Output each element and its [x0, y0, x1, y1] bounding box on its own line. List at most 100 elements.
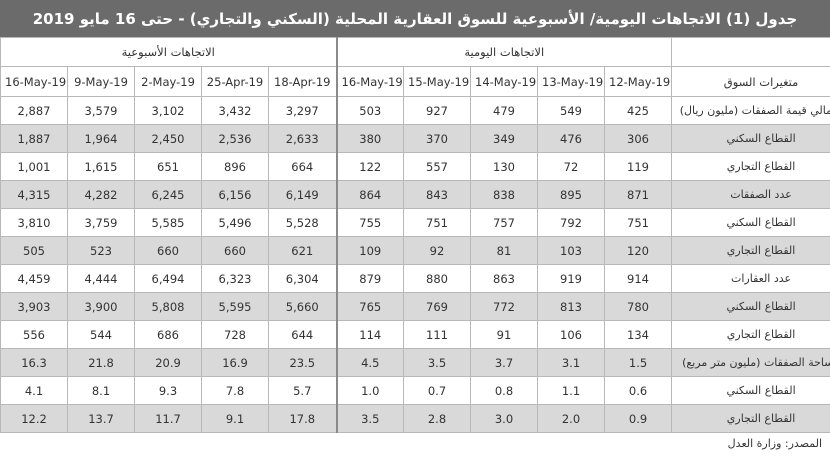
daily-value-cell: 349 [470, 124, 538, 153]
daily-value-cell: 914 [603, 264, 673, 293]
weekly-value-cell: 651 [134, 152, 202, 181]
daily-value-cell: 813 [537, 292, 605, 321]
daily-value-cell: 130 [470, 152, 538, 181]
weekly-value-cell: 660 [201, 236, 269, 265]
daily-value-cell: 3.0 [470, 404, 538, 433]
daily-value-cell: 757 [470, 208, 538, 237]
table-body: 2,887 3,579 3,102 3,432 3,297 503 927 479 549 425… [0, 96, 830, 433]
daily-value-cell: 479 [470, 96, 538, 125]
daily-value-cell: 772 [470, 292, 538, 321]
table-row: 4,315 4,282 6,245 6,156 6,149 864 843 838 895 871… [0, 180, 830, 209]
weekly-value-cell: 3,432 [201, 96, 269, 125]
weekly-value-cell: 9.1 [201, 404, 269, 433]
weekly-value-cell: 6,304 [268, 264, 337, 293]
weekly-value-cell: 3,810 [0, 208, 68, 237]
daily-date-header: 16-May-19 [335, 66, 404, 97]
daily-value-cell: 843 [403, 180, 471, 209]
daily-date-header: 13-May-19 [537, 66, 605, 97]
table-row: 4,459 4,444 6,494 6,323 6,304 879 880 863 919 914… [0, 264, 830, 293]
weekly-date-header: 9-May-19 [67, 66, 135, 97]
row-label: القطاع السكني [671, 124, 830, 153]
weekly-date-header: 25-Apr-19 [201, 66, 269, 97]
weekly-value-cell: 8.1 [67, 376, 135, 405]
date-header-row: 16-May-19 9-May-19 2-May-19 25-Apr-19 18… [0, 66, 830, 97]
row-label: القطاع التجاري [671, 404, 830, 433]
weekly-value-cell: 20.9 [134, 348, 202, 377]
weekly-value-cell: 23.5 [268, 348, 337, 377]
weekly-value-cell: 9.3 [134, 376, 202, 405]
row-label: عدد العقارات [671, 264, 830, 293]
row-label: القطاع السكني [671, 208, 830, 237]
label-column-header: متغيرات السوق [671, 66, 830, 97]
daily-value-cell: 119 [603, 152, 673, 181]
weekly-value-cell: 6,156 [201, 180, 269, 209]
weekly-value-cell: 5,528 [268, 208, 337, 237]
daily-value-cell: 3.7 [470, 348, 538, 377]
daily-date-header: 15-May-19 [403, 66, 471, 97]
daily-value-cell: 120 [603, 236, 673, 265]
daily-value-cell: 1.0 [335, 376, 404, 405]
daily-value-cell: 103 [537, 236, 605, 265]
daily-value-cell: 751 [603, 208, 673, 237]
daily-date-header: 12-May-19 [603, 66, 673, 97]
daily-value-cell: 4.5 [335, 348, 404, 377]
weekly-value-cell: 4,459 [0, 264, 68, 293]
weekly-value-cell: 4.1 [0, 376, 68, 405]
row-label: إجمالي قيمة الصفقات (مليون ريال) [671, 96, 830, 125]
row-label: عدد الصفقات [671, 180, 830, 209]
market-trends-table: الاتجاهات الأسبوعية الاتجاهات اليومية 16… [0, 37, 830, 433]
daily-value-cell: 838 [470, 180, 538, 209]
table-row: 4.1 8.1 9.3 7.8 5.7 1.0 0.7 0.8 1.1 0.6 القطاع الس… [0, 376, 830, 405]
weekly-value-cell: 4,315 [0, 180, 68, 209]
row-label: القطاع التجاري [671, 236, 830, 265]
row-label: القطاع التجاري [671, 320, 830, 349]
weekly-value-cell: 544 [67, 320, 135, 349]
table-row: 16.3 21.8 20.9 16.9 23.5 4.5 3.5 3.7 3.1 1.5 مساحة… [0, 348, 830, 377]
daily-value-cell: 114 [335, 320, 404, 349]
empty-corner-cell [671, 37, 830, 67]
weekly-value-cell: 728 [201, 320, 269, 349]
weekly-value-cell: 12.2 [0, 404, 68, 433]
daily-value-cell: 895 [537, 180, 605, 209]
daily-value-cell: 1.1 [537, 376, 605, 405]
daily-value-cell: 3.5 [335, 404, 404, 433]
weekly-value-cell: 5,808 [134, 292, 202, 321]
daily-value-cell: 81 [470, 236, 538, 265]
weekly-value-cell: 17.8 [268, 404, 337, 433]
row-label: القطاع السكني [671, 376, 830, 405]
weekly-value-cell: 3,759 [67, 208, 135, 237]
weekly-value-cell: 7.8 [201, 376, 269, 405]
daily-value-cell: 0.8 [470, 376, 538, 405]
daily-value-cell: 111 [403, 320, 471, 349]
weekly-value-cell: 2,633 [268, 124, 337, 153]
weekly-value-cell: 3,900 [67, 292, 135, 321]
weekly-value-cell: 21.8 [67, 348, 135, 377]
row-label: مساحة الصفقات (مليون متر مربع) [671, 348, 830, 377]
daily-value-cell: 755 [335, 208, 404, 237]
daily-value-cell: 557 [403, 152, 471, 181]
daily-value-cell: 109 [335, 236, 404, 265]
daily-value-cell: 1.5 [603, 348, 673, 377]
weekly-value-cell: 5.7 [268, 376, 337, 405]
daily-value-cell: 380 [335, 124, 404, 153]
weekly-value-cell: 505 [0, 236, 68, 265]
weekly-value-cell: 644 [268, 320, 337, 349]
table-title: جدول (1) الاتجاهات اليومية/ الأسبوعية لل… [0, 0, 830, 37]
weekly-value-cell: 2,450 [134, 124, 202, 153]
weekly-value-cell: 4,444 [67, 264, 135, 293]
daily-value-cell: 122 [335, 152, 404, 181]
source-note: المصدر: وزارة العدل [727, 437, 822, 450]
weekly-value-cell: 16.3 [0, 348, 68, 377]
table-row: 1,887 1,964 2,450 2,536 2,633 380 370 349 476 306… [0, 124, 830, 153]
weekly-value-cell: 3,903 [0, 292, 68, 321]
daily-value-cell: 0.6 [603, 376, 673, 405]
daily-value-cell: 503 [335, 96, 404, 125]
daily-value-cell: 927 [403, 96, 471, 125]
table-row: 12.2 13.7 11.7 9.1 17.8 3.5 2.8 3.0 2.0 0.9 القطاع… [0, 404, 830, 433]
row-label: القطاع السكني [671, 292, 830, 321]
weekly-date-header: 16-May-19 [0, 66, 68, 97]
daily-value-cell: 792 [537, 208, 605, 237]
daily-value-cell: 864 [335, 180, 404, 209]
weekly-value-cell: 896 [201, 152, 269, 181]
weekly-value-cell: 686 [134, 320, 202, 349]
